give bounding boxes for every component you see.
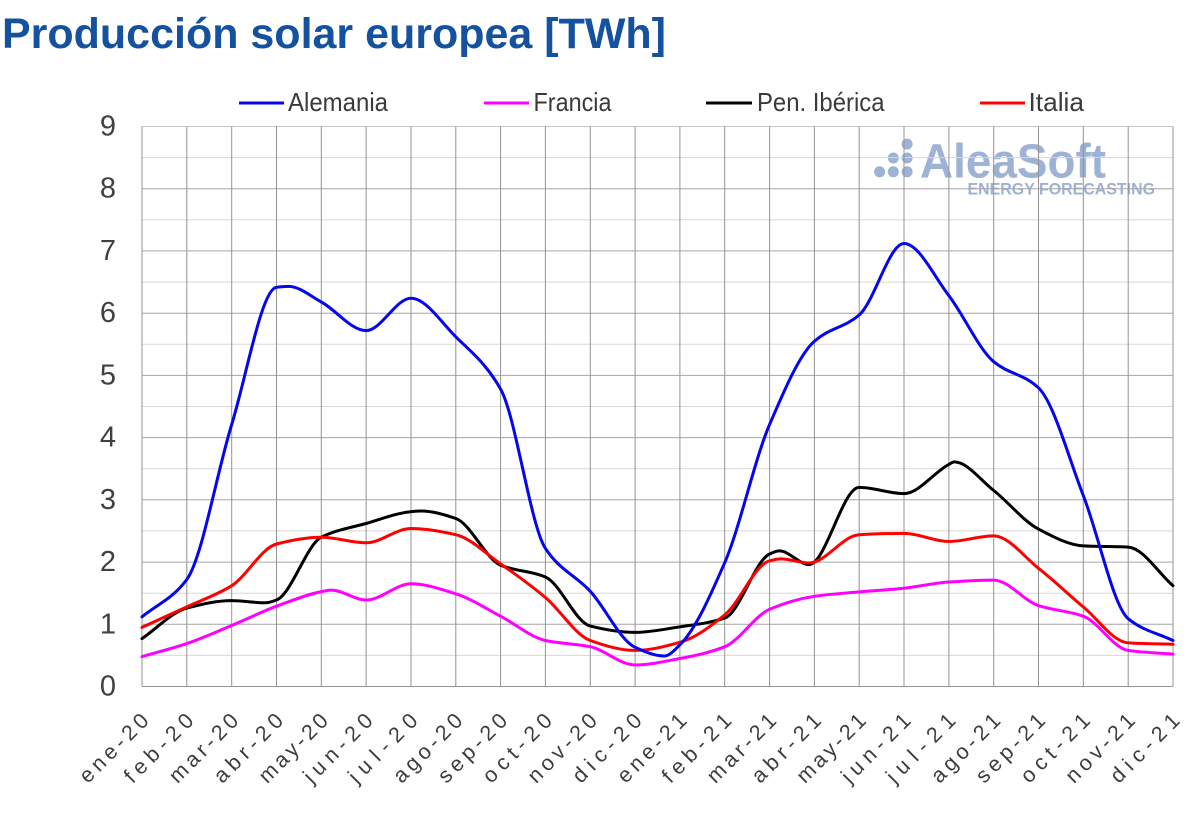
svg-text:Italia: Italia <box>1029 87 1085 117</box>
svg-text:7: 7 <box>100 235 116 267</box>
svg-text:4: 4 <box>100 422 116 454</box>
svg-text:2: 2 <box>100 546 116 578</box>
svg-text:Francia: Francia <box>534 87 612 117</box>
svg-text:1: 1 <box>100 608 116 640</box>
svg-text:0: 0 <box>100 671 116 703</box>
svg-text:Alemania: Alemania <box>288 87 388 117</box>
svg-text:6: 6 <box>100 297 116 329</box>
svg-text:ENERGY FORECASTING: ENERGY FORECASTING <box>968 181 1156 199</box>
svg-text:8: 8 <box>100 173 116 205</box>
svg-text:Producción solar europea [TWh]: Producción solar europea [TWh] <box>2 10 666 58</box>
svg-text:3: 3 <box>100 484 116 516</box>
svg-text:5: 5 <box>100 359 116 391</box>
svg-text:AleaSoft: AleaSoft <box>920 136 1106 189</box>
svg-text:9: 9 <box>100 111 116 143</box>
svg-text:Pen. Ibérica: Pen. Ibérica <box>757 87 885 117</box>
